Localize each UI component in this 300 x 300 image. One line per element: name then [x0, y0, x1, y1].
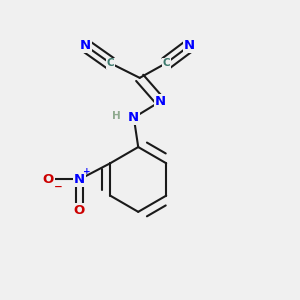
- Text: C: C: [162, 58, 170, 68]
- Text: O: O: [74, 204, 85, 217]
- Text: −: −: [53, 182, 62, 192]
- Text: C: C: [106, 58, 114, 68]
- Text: N: N: [128, 111, 140, 124]
- Text: N: N: [74, 173, 85, 186]
- Text: O: O: [43, 173, 54, 186]
- Text: +: +: [83, 167, 91, 176]
- Text: N: N: [80, 39, 91, 52]
- Text: N: N: [184, 39, 195, 52]
- Text: N: N: [155, 95, 166, 108]
- Text: H: H: [112, 111, 121, 121]
